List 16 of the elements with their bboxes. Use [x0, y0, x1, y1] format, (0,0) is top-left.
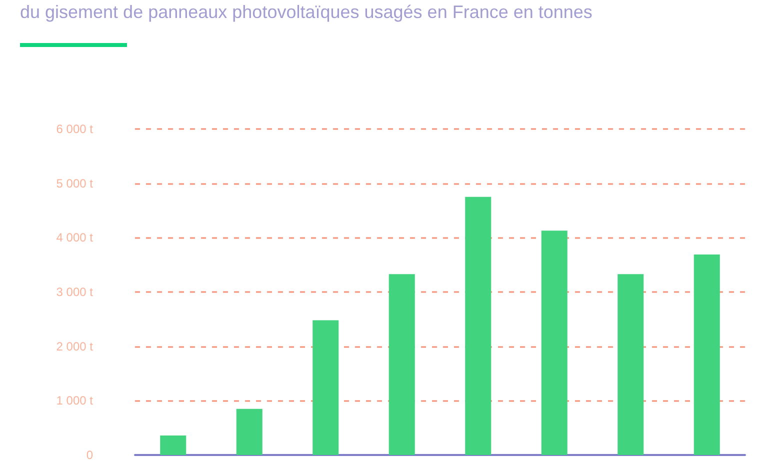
y-tick-label: 2 000 t	[56, 339, 94, 354]
y-tick-label: 3 000 t	[56, 285, 94, 299]
chart-title: du gisement de panneaux photovoltaïques usagés en France en tonnes	[20, 1, 592, 23]
bar	[160, 435, 186, 455]
y-tick-label: 4 000 t	[56, 230, 94, 245]
bar	[236, 408, 262, 455]
bar	[694, 254, 720, 455]
bar	[618, 274, 644, 455]
bar	[312, 320, 339, 455]
bar	[465, 196, 492, 455]
y-tick-label: 6 000 t	[56, 122, 94, 136]
y-tick-label: 0	[86, 448, 94, 462]
y-tick-label: 5 000 t	[56, 176, 94, 190]
y-tick-label: 1 000 t	[56, 394, 94, 408]
bar	[388, 274, 415, 455]
bar	[541, 230, 568, 455]
